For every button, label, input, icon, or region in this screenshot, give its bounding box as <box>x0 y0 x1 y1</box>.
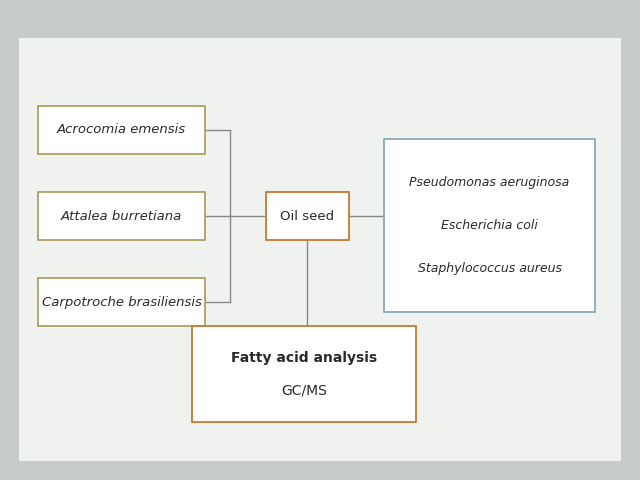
Text: GC/MS: GC/MS <box>281 384 327 397</box>
Bar <box>38 278 205 326</box>
Bar <box>19 38 621 461</box>
Bar <box>192 326 416 422</box>
Text: Acrocomia emensis: Acrocomia emensis <box>57 123 186 136</box>
Text: Carpotroche brasiliensis: Carpotroche brasiliensis <box>42 296 202 309</box>
Text: Attalea burretiana: Attalea burretiana <box>61 209 182 223</box>
Bar <box>38 192 205 240</box>
Text: Pseudomonas aeruginosa: Pseudomonas aeruginosa <box>410 176 570 189</box>
Bar <box>38 106 205 154</box>
Bar <box>384 139 595 312</box>
Text: Escherichia coli: Escherichia coli <box>441 219 538 232</box>
Text: Fatty acid analysis: Fatty acid analysis <box>231 351 377 365</box>
Text: Oil seed: Oil seed <box>280 209 334 223</box>
Bar <box>266 192 349 240</box>
Text: Staphylococcus aureus: Staphylococcus aureus <box>418 262 562 276</box>
